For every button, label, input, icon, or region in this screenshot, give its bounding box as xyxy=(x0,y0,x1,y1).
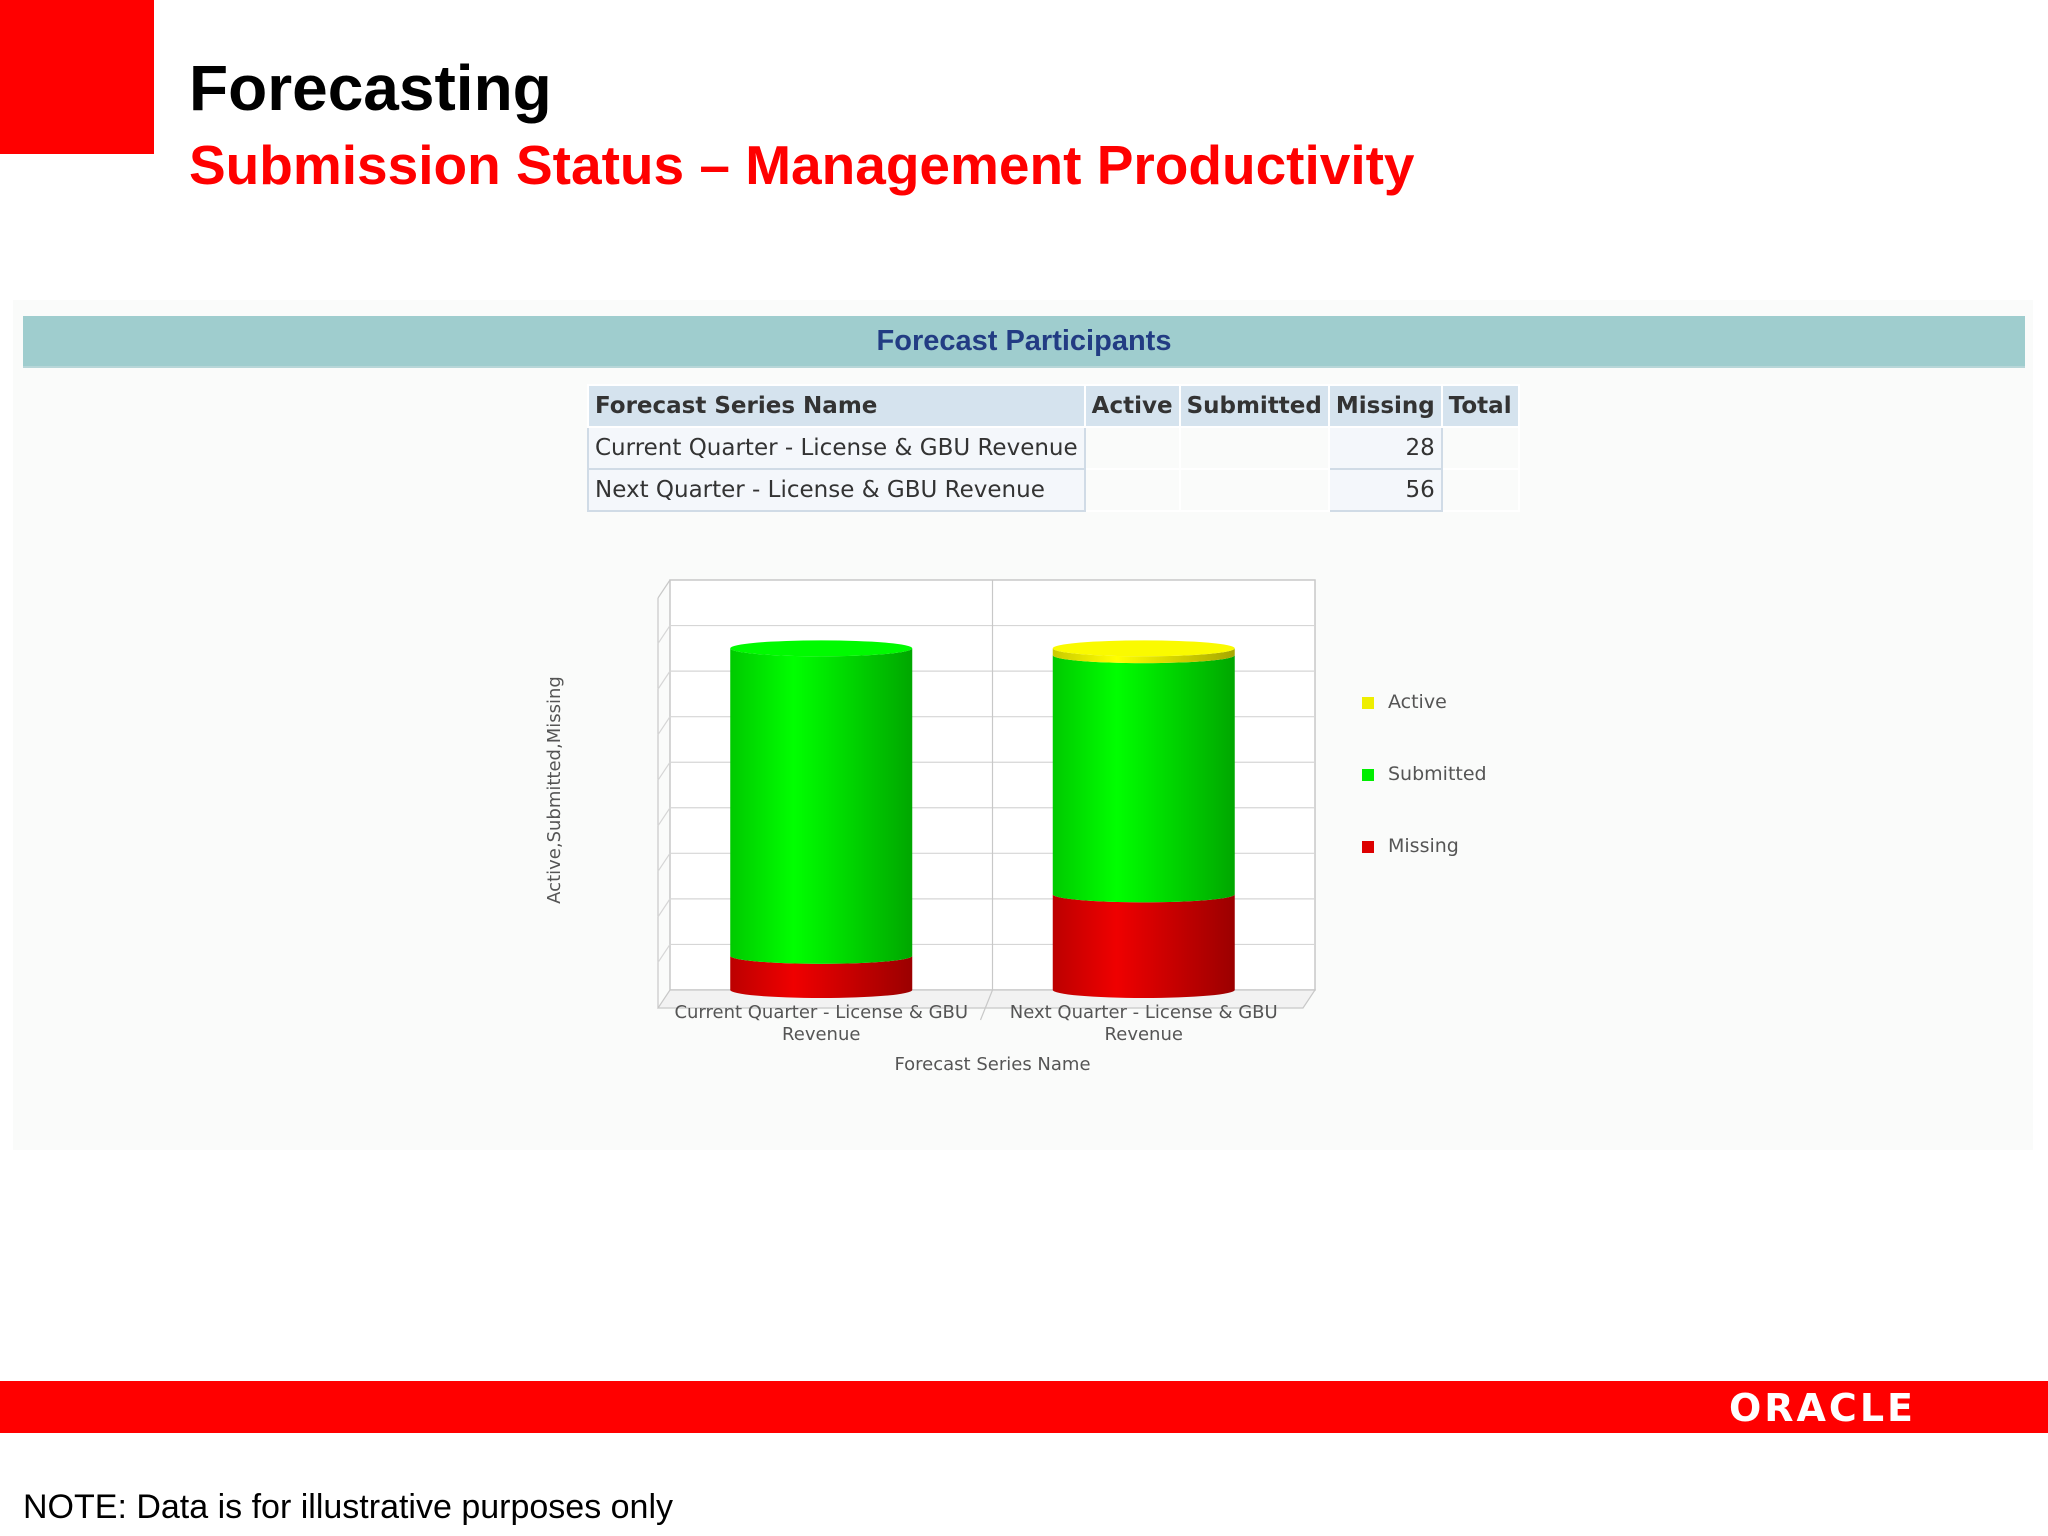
y-axis-title: Active,Submitted,Missing xyxy=(544,676,565,904)
submission-status-chart: Current Quarter - License & GBURevenueNe… xyxy=(544,579,1487,1075)
legend-swatch-active xyxy=(1362,697,1374,709)
col-header-total[interactable]: Total xyxy=(1440,384,1520,428)
panel-header: Forecast Participants xyxy=(23,316,2025,368)
gridline-side xyxy=(657,944,671,963)
col-header-submitted[interactable]: Submitted xyxy=(1178,384,1330,428)
gridline-side xyxy=(657,853,671,872)
bar-segment-submitted xyxy=(730,648,913,964)
oracle-logo: ORACLE xyxy=(1728,1386,1916,1430)
row-submitted xyxy=(1178,468,1330,512)
col-header-missing[interactable]: Missing xyxy=(1327,384,1443,428)
x-tick-label: Current Quarter - License & GBU xyxy=(674,1002,968,1023)
bar-segment-active xyxy=(1052,648,1235,664)
x-tick-label: Revenue xyxy=(782,1024,860,1045)
col-header-series-name[interactable]: Forecast Series Name xyxy=(587,384,1086,428)
bar-top-cap xyxy=(1052,640,1235,657)
slide-subtitle: Submission Status – Management Productiv… xyxy=(189,134,1415,196)
gridline-side xyxy=(657,716,671,735)
row-missing[interactable]: 56 xyxy=(1327,468,1443,512)
bar-top-cap xyxy=(730,640,913,657)
footer-bar xyxy=(0,1381,2048,1433)
slide-title: Forecasting xyxy=(189,52,552,124)
row-missing[interactable]: 28 xyxy=(1327,426,1443,470)
x-tick-label: Revenue xyxy=(1105,1024,1183,1045)
gridline-side xyxy=(657,670,671,690)
participants-table: Forecast Series Name Active Submitted Mi… xyxy=(587,384,1520,512)
category-tick xyxy=(979,989,994,1021)
x-axis-title: Forecast Series Name xyxy=(894,1054,1090,1075)
gridline-side xyxy=(657,625,671,644)
plot-left-edge xyxy=(657,579,671,599)
gridline-side xyxy=(657,761,671,781)
bar-segment-submitted xyxy=(1052,655,1235,903)
row-series-name: Next Quarter - License & GBU Revenue xyxy=(587,468,1086,512)
table-header-row: Forecast Series Name Active Submitted Mi… xyxy=(587,384,1520,428)
row-series-name: Current Quarter - License & GBU Revenue xyxy=(587,426,1086,470)
row-total xyxy=(1440,426,1520,470)
bar-segment-missing xyxy=(730,955,913,998)
legend-label-missing: Missing xyxy=(1388,835,1459,857)
row-total xyxy=(1440,468,1520,512)
gridline-side xyxy=(657,807,671,827)
row-active xyxy=(1083,468,1181,512)
legend-swatch-submitted xyxy=(1362,769,1374,781)
bar-segment-missing xyxy=(1052,894,1235,998)
legend-swatch-missing xyxy=(1362,841,1374,853)
x-tick-label: Next Quarter - License & GBU xyxy=(1010,1002,1278,1023)
table-row: Current Quarter - License & GBU Revenue … xyxy=(587,426,1520,470)
panel-title: Forecast Participants xyxy=(876,325,1172,357)
row-active xyxy=(1083,426,1181,470)
col-header-active[interactable]: Active xyxy=(1083,384,1181,428)
legend-label-submitted: Submitted xyxy=(1388,763,1487,785)
gridline-side xyxy=(657,898,671,918)
brand-red-block xyxy=(0,0,154,154)
row-submitted xyxy=(1178,426,1330,470)
table-row: Next Quarter - License & GBU Revenue 56 xyxy=(587,468,1520,512)
disclaimer-note: NOTE: Data is for illustrative purposes … xyxy=(23,1488,674,1526)
legend-label-active: Active xyxy=(1388,691,1447,713)
